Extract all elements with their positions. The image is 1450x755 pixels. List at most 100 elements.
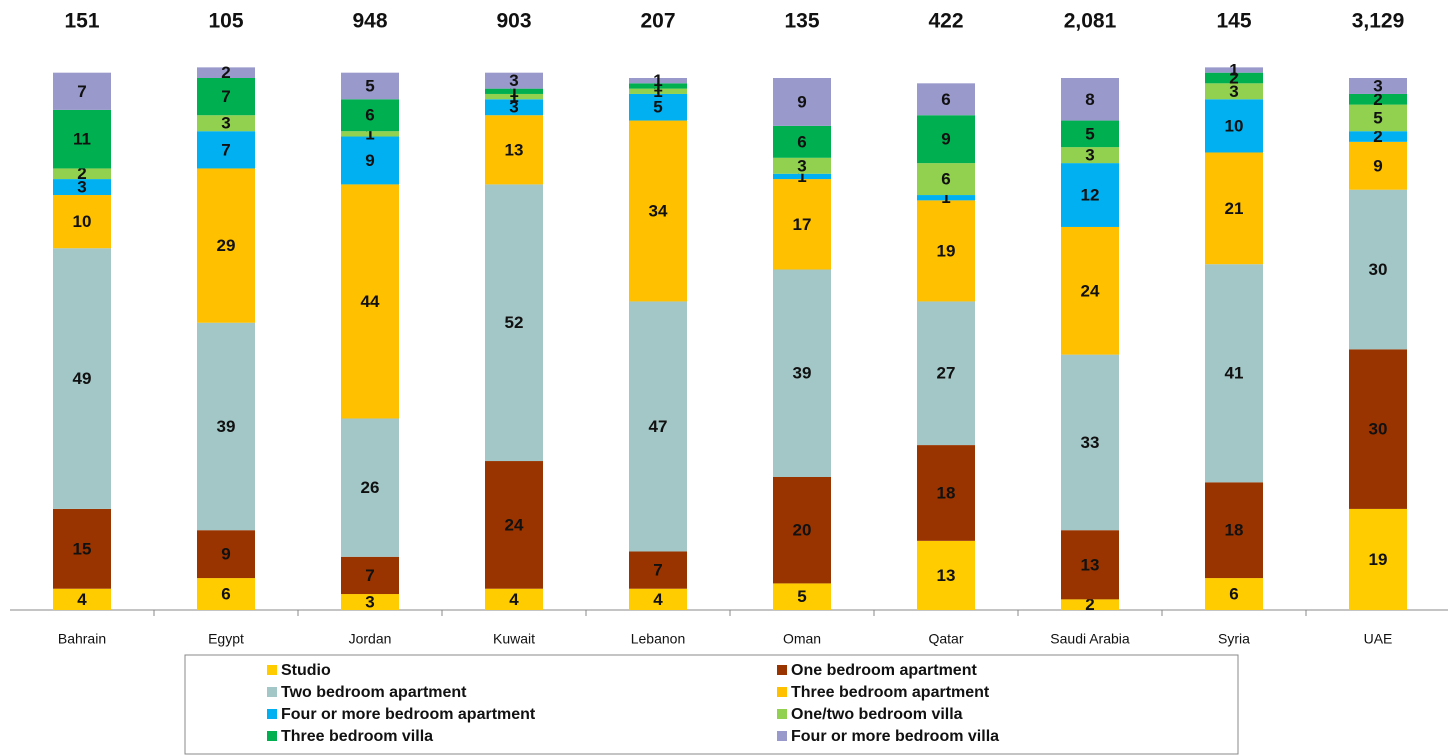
- legend-label: Four or more bedroom villa: [791, 728, 999, 745]
- segment-label: 13: [937, 566, 956, 585]
- bar-segment: [53, 508, 111, 589]
- segment-label: 9: [941, 130, 950, 149]
- bar-segment: [485, 184, 543, 462]
- segment-label: 39: [793, 364, 812, 383]
- segment-label: 7: [365, 566, 374, 585]
- segment-label: 4: [77, 590, 87, 609]
- bar-segment: [197, 115, 255, 132]
- segment-label: 3: [1373, 76, 1382, 95]
- legend-swatch: [777, 665, 787, 675]
- x-tick-label: Bahrain: [58, 631, 106, 647]
- segment-label: 6: [941, 90, 950, 109]
- segment-label: 34: [649, 201, 668, 220]
- segment-label: 2: [1085, 595, 1094, 614]
- segment-label: 3: [77, 178, 86, 197]
- bar-segment: [629, 120, 687, 302]
- legend-label: Three bedroom apartment: [791, 684, 990, 701]
- segment-label: 49: [73, 369, 92, 388]
- bar-segment: [197, 78, 255, 116]
- bar-segment: [53, 248, 111, 509]
- bar-segment: [341, 556, 399, 595]
- x-tick-label: Lebanon: [631, 631, 686, 647]
- segment-label: 9: [365, 151, 374, 170]
- legend-swatch: [267, 709, 277, 719]
- legend-swatch: [267, 687, 277, 697]
- bar-segment: [917, 301, 975, 446]
- segment-label: 1: [509, 82, 518, 101]
- bar-segment: [917, 540, 975, 610]
- total-label: 145: [1216, 10, 1251, 33]
- segment-label: 2: [1229, 68, 1238, 87]
- segment-label: 18: [1225, 521, 1244, 540]
- segment-label: 9: [1373, 156, 1382, 175]
- bar-segment: [773, 125, 831, 158]
- segment-label: 3: [365, 593, 374, 612]
- segment-label: 30: [1369, 260, 1388, 279]
- segment-label: 2: [1373, 127, 1382, 146]
- segment-label: 1: [509, 87, 518, 106]
- segment-label: 8: [1085, 90, 1094, 109]
- segment-label: 33: [1081, 433, 1100, 452]
- bar-segment: [197, 322, 255, 531]
- bar-segment: [773, 173, 831, 180]
- bar-segment: [1349, 104, 1407, 132]
- segment-label: 19: [937, 241, 956, 260]
- segment-label: 4: [653, 590, 663, 609]
- x-tick-label: Egypt: [208, 631, 244, 647]
- segment-label: 6: [365, 106, 374, 125]
- segment-label: 6: [797, 132, 806, 151]
- bar-segment: [1061, 78, 1119, 121]
- bar-segment: [53, 168, 111, 180]
- bar-segment: [53, 72, 111, 110]
- bar-segment: [341, 418, 399, 557]
- segment-label: 6: [941, 170, 950, 189]
- legend-swatch: [267, 731, 277, 741]
- bar-segment: [485, 93, 543, 100]
- segment-label: 47: [649, 417, 668, 436]
- legend-box: [184, 654, 1239, 755]
- bar-segment: [341, 594, 399, 610]
- bar-segment: [1205, 83, 1263, 100]
- legend-label: Three bedroom villa: [281, 728, 433, 745]
- total-label: 948: [352, 10, 387, 33]
- legend-label: One bedroom apartment: [791, 662, 977, 679]
- segment-label: 4: [509, 590, 519, 609]
- segment-label: 1: [653, 76, 662, 95]
- bar-segment: [629, 78, 687, 84]
- segment-label: 3: [221, 114, 230, 133]
- bar-segment: [1349, 349, 1407, 509]
- bar-segment: [197, 131, 255, 169]
- segment-label: 29: [217, 236, 236, 255]
- bar-segment: [485, 115, 543, 185]
- segment-label: 2: [77, 164, 86, 183]
- bar-segment: [1205, 482, 1263, 579]
- bar-segment: [197, 168, 255, 323]
- bar-segment: [341, 184, 399, 419]
- segment-label: 5: [1085, 124, 1094, 143]
- bar-segment: [485, 588, 543, 610]
- bar-segment: [1205, 578, 1263, 610]
- segment-label: 1: [365, 124, 374, 143]
- segment-label: 5: [1373, 108, 1382, 127]
- legend-label: Studio: [281, 662, 331, 679]
- total-label: 207: [640, 10, 675, 33]
- bar-segment: [485, 99, 543, 116]
- segment-label: 7: [221, 87, 230, 106]
- segment-label: 6: [1229, 585, 1238, 604]
- segment-label: 3: [509, 98, 518, 117]
- bar-segment: [1205, 99, 1263, 153]
- bar-segment: [1061, 354, 1119, 531]
- segment-label: 9: [221, 545, 230, 564]
- legend-swatch: [777, 731, 787, 741]
- x-tick-label: Kuwait: [493, 631, 535, 647]
- bar-segment: [917, 83, 975, 116]
- total-label: 151: [64, 10, 99, 33]
- bar-segment: [917, 445, 975, 541]
- segment-label: 6: [221, 585, 230, 604]
- bar-segment: [485, 72, 543, 89]
- segment-label: 19: [1369, 550, 1388, 569]
- bar-segment: [773, 269, 831, 477]
- segment-label: 3: [1229, 82, 1238, 101]
- bar-segment: [341, 131, 399, 137]
- segment-label: 24: [505, 515, 524, 534]
